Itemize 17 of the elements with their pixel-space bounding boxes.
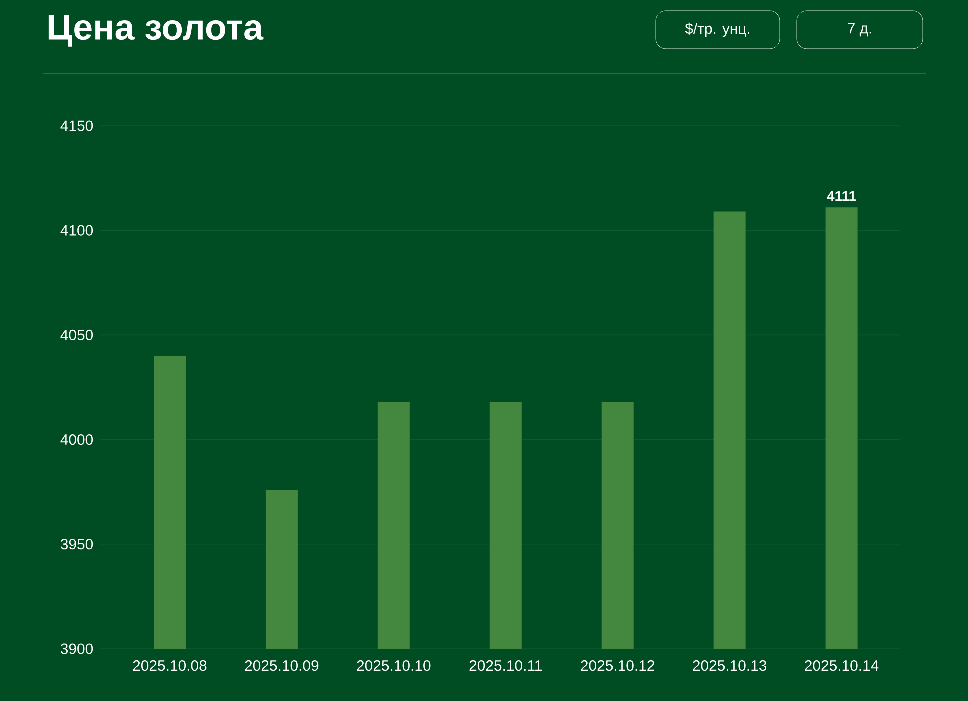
data-label: 4111 (827, 191, 856, 202)
y-tick-label: 3900 (60, 644, 94, 654)
y-tick-label: 4000 (60, 434, 94, 446)
y-tick-label: 4050 (60, 330, 94, 340)
text: $/тр. унц. (685, 22, 750, 38)
text: 7 д. (848, 23, 872, 37)
chart-title: Цена золота (48, 15, 264, 47)
y-tick-label: 3950 (60, 539, 94, 550)
y-tick-label: 4100 (60, 225, 94, 236)
x-tick-label: 2025.10.14 (805, 660, 879, 672)
x-tick-label: 2025.10.13 (693, 660, 767, 672)
x-tick-label: 2025.10.12 (581, 660, 654, 672)
x-tick-label: 2025.10.09 (245, 660, 319, 672)
x-tick-label: 2025.10.11 (470, 660, 542, 672)
x-tick-label: 2025.10.08 (133, 660, 207, 672)
y-tick-label: 4150 (60, 120, 94, 132)
x-tick-label: 2025.10.10 (357, 660, 431, 672)
